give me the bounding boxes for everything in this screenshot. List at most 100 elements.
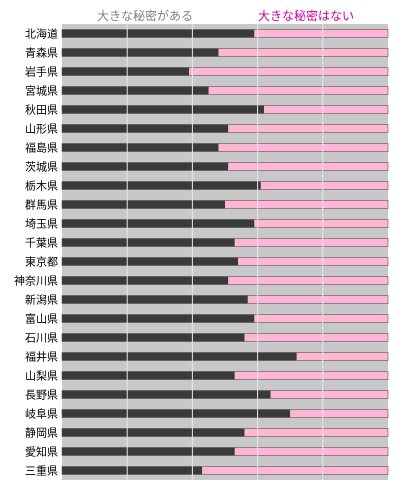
bar-series-0-20 <box>62 409 291 418</box>
category-label-14: 新潟県 <box>25 293 58 307</box>
bar-series-1-22 <box>234 447 388 456</box>
category-label-15: 富山県 <box>25 312 58 326</box>
bar-outline-6 <box>61 143 389 152</box>
bar-series-0-9 <box>62 200 225 209</box>
bar-series-0-6 <box>62 143 219 152</box>
bar-outline-11 <box>61 238 389 247</box>
category-label-13: 神奈川県 <box>14 274 58 288</box>
category-labels-group: 北海道青森県岩手県宮城県秋田県山形県福島県茨城県栃木県群馬県埼玉県千葉県東京都神… <box>14 27 58 478</box>
category-label-5: 山形県 <box>25 123 58 136</box>
bar-series-1-16 <box>244 333 388 342</box>
category-label-0: 北海道 <box>25 27 58 41</box>
plot-background <box>62 24 388 480</box>
bar-series-1-18 <box>234 371 388 380</box>
bar-series-1-3 <box>208 86 388 95</box>
bar-outline-22 <box>61 447 389 456</box>
category-label-1: 青森県 <box>25 46 58 60</box>
bar-series-0-11 <box>62 238 235 247</box>
category-label-7: 茨城県 <box>25 160 58 174</box>
bar-series-0-13 <box>62 276 229 285</box>
bar-series-0-22 <box>62 447 235 456</box>
bar-series-1-8 <box>260 181 388 190</box>
bar-outline-2 <box>61 67 389 76</box>
bar-series-1-7 <box>228 162 388 171</box>
category-label-19: 長野県 <box>25 389 58 402</box>
bar-outline-20 <box>61 409 389 418</box>
bar-series-0-15 <box>62 314 255 323</box>
bar-series-1-23 <box>202 466 388 475</box>
legend: 大きな秘密がある 大きな秘密はない <box>97 8 354 23</box>
bar-outline-1 <box>61 48 389 57</box>
category-label-9: 群馬県 <box>25 198 58 212</box>
bars-group <box>61 29 389 475</box>
bar-outline-23 <box>61 466 389 475</box>
bar-series-1-1 <box>218 48 388 57</box>
bar-series-0-21 <box>62 428 245 437</box>
category-label-12: 東京都 <box>25 255 58 269</box>
bar-series-0-2 <box>62 67 190 76</box>
bar-outline-7 <box>61 162 389 171</box>
category-label-10: 埼玉県 <box>25 217 58 231</box>
category-label-22: 愛知県 <box>25 445 58 459</box>
bar-outline-5 <box>61 124 389 133</box>
category-label-6: 福島県 <box>25 141 58 155</box>
bar-series-0-4 <box>62 105 265 114</box>
bar-series-0-19 <box>62 390 271 399</box>
bar-series-1-9 <box>225 200 388 209</box>
bar-series-1-19 <box>270 390 388 399</box>
bar-series-0-7 <box>62 162 229 171</box>
legend-label-series-1: 大きな秘密はない <box>258 8 354 23</box>
category-label-16: 石川県 <box>25 332 58 345</box>
bar-series-1-17 <box>296 352 388 361</box>
bar-series-1-10 <box>254 219 388 228</box>
category-label-2: 岩手県 <box>25 65 58 79</box>
bar-series-0-23 <box>62 466 203 475</box>
category-label-23: 三重県 <box>25 464 58 478</box>
bar-outline-18 <box>61 371 389 380</box>
bar-series-0-10 <box>62 219 255 228</box>
bar-series-1-0 <box>254 29 388 38</box>
bar-series-0-3 <box>62 86 209 95</box>
plot-area <box>62 24 388 480</box>
bar-outline-21 <box>61 428 389 437</box>
bar-series-0-18 <box>62 371 235 380</box>
bar-series-0-16 <box>62 333 245 342</box>
bar-series-0-5 <box>62 124 229 133</box>
bar-series-1-11 <box>234 238 388 247</box>
category-label-3: 宮城県 <box>25 84 58 98</box>
bar-series-0-12 <box>62 257 239 266</box>
category-label-18: 山梨県 <box>25 369 58 383</box>
bar-outline-13 <box>61 276 389 285</box>
bar-outline-19 <box>61 390 389 399</box>
bar-outline-17 <box>61 352 389 361</box>
bar-series-1-12 <box>238 257 388 266</box>
bar-series-0-17 <box>62 352 297 361</box>
bar-outline-4 <box>61 105 389 114</box>
bar-outline-16 <box>61 333 389 342</box>
bar-outline-9 <box>61 200 389 209</box>
bar-series-1-6 <box>218 143 388 152</box>
bar-series-1-2 <box>189 67 388 76</box>
bar-series-1-5 <box>228 124 388 133</box>
bar-series-1-21 <box>244 428 388 437</box>
legend-label-series-0: 大きな秘密がある <box>97 8 193 23</box>
bar-series-0-1 <box>62 48 219 57</box>
bar-outline-12 <box>61 257 389 266</box>
category-label-11: 千葉県 <box>25 236 58 250</box>
gridlines-group <box>126 24 324 480</box>
category-label-20: 岐阜県 <box>25 408 58 421</box>
bar-outline-0 <box>61 29 389 38</box>
bar-series-1-20 <box>290 409 388 418</box>
category-label-17: 福井県 <box>25 350 58 364</box>
category-label-21: 静岡県 <box>25 426 58 440</box>
bar-series-0-14 <box>62 295 248 304</box>
bar-series-0-0 <box>62 29 255 38</box>
bar-outline-14 <box>61 295 389 304</box>
category-label-4: 秋田県 <box>25 103 58 117</box>
bar-outline-10 <box>61 219 389 228</box>
bar-series-0-8 <box>62 181 261 190</box>
bar-series-1-13 <box>228 276 388 285</box>
bar-series-1-14 <box>247 295 388 304</box>
bar-outline-15 <box>61 314 389 323</box>
